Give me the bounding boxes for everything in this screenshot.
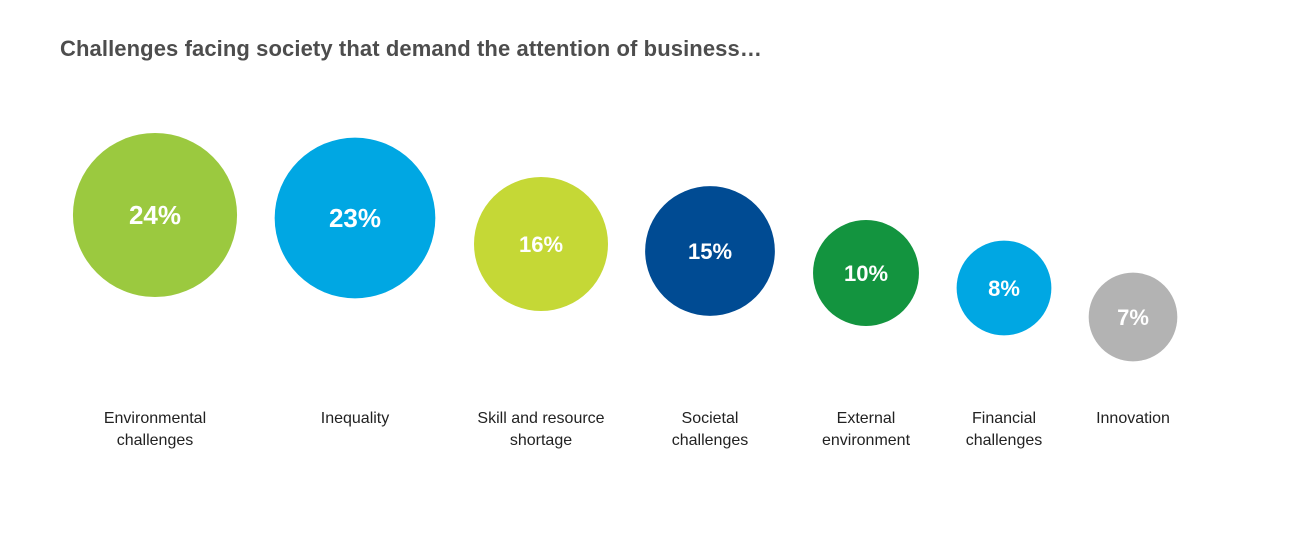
bubble-1: [274, 137, 436, 299]
category-label-line: environment: [821, 432, 911, 449]
category-label-6: Innovation: [1043, 408, 1223, 430]
data-label-6: 7%: [1117, 305, 1149, 330]
bubble-0: [72, 132, 238, 298]
category-label-line: Environmental: [103, 410, 207, 427]
category-label-4: External environment: [776, 408, 956, 452]
category-label-line: Innovation: [1096, 410, 1170, 427]
category-label-line: shortage: [509, 432, 573, 449]
category-label-2: Skill and resource shortage: [451, 408, 631, 452]
category-label-line: challenges: [116, 432, 194, 449]
category-label-line: Societal: [681, 410, 739, 427]
bubble-4: [813, 220, 919, 326]
category-label-1: Inequality: [265, 408, 445, 430]
category-label-line: Inequality: [320, 410, 390, 427]
bubble-2: [474, 177, 608, 311]
data-label-1: 23%: [329, 203, 381, 233]
category-label-3: Societal challenges: [620, 408, 800, 452]
data-label-3: 15%: [688, 239, 732, 264]
bubble-6: [1088, 272, 1178, 362]
bubble-5: [956, 240, 1052, 336]
chart-title: Challenges facing society that demand th…: [60, 36, 762, 61]
data-label-5: 8%: [988, 276, 1020, 301]
category-label-5: Financial challenges: [914, 408, 1094, 452]
data-label-2: 16%: [519, 232, 563, 257]
category-label-line: Skill and resource: [477, 410, 605, 427]
category-label-line: Financial: [971, 410, 1037, 427]
category-label-line: challenges: [671, 432, 749, 449]
category-label-line: External: [836, 410, 896, 427]
data-label-4: 10%: [844, 261, 888, 286]
bubble-3: [645, 186, 775, 316]
data-label-0: 24%: [129, 200, 181, 230]
category-label-0: Environmental challenges: [65, 408, 245, 452]
category-label-line: challenges: [965, 432, 1043, 449]
